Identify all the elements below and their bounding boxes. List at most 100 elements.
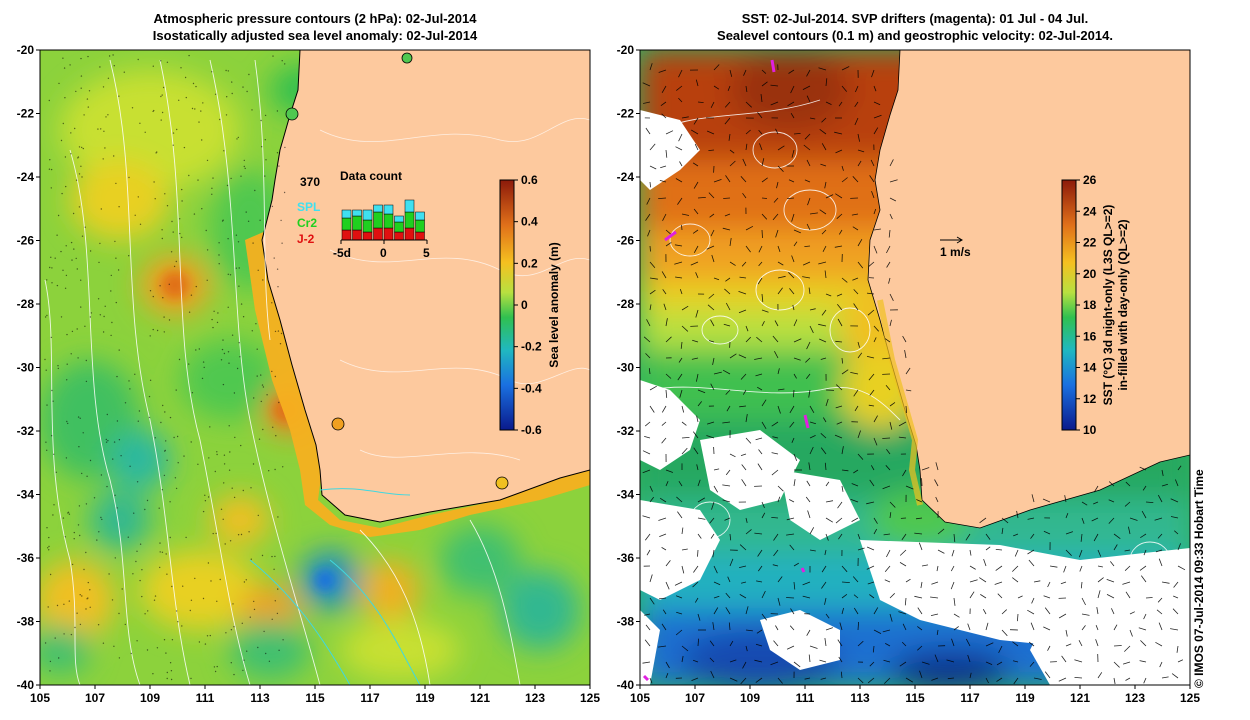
inset-bar [383,204,394,215]
right-ytick-label: -26 [617,234,635,248]
right-xtick-label: 105 [630,691,650,705]
right-ytick-label: -30 [617,361,635,375]
right-title-line1: SST: 02-Jul-2014. SVP drifters (magenta)… [741,11,1089,26]
inset-bar [341,229,352,241]
right-title: SST: 02-Jul-2014. SVP drifters (magenta)… [640,10,1190,44]
right-colorbar: 26 24 22 20 18 16 14 12 10 SST (°C) 3d night-onl… [1061,173,1130,437]
inset-bar [415,211,425,221]
right-colorbar-tick: 26 [1083,173,1097,187]
inset-title: Data count [340,169,402,183]
imos-credit: © IMOS 07-Jul-2014 09:33 Hobart Time [1192,469,1206,688]
inset-xtick-5: 5 [423,246,430,260]
right-colorbar-tick: 16 [1083,329,1097,343]
left-xtick-label: 121 [470,691,490,705]
left-ytick-label: -20 [17,43,35,57]
right-xtick-label: 125 [1180,691,1200,705]
velocity-scale: 1 m/s [940,236,971,259]
inset-bar [341,217,352,231]
left-ytick-label: -22 [17,107,35,121]
right-axes: 105 107 109 111 113 115 117 119 121 123 125 -20 -22 -… [617,43,1201,705]
left-ytick-label: -32 [17,424,35,438]
right-xtick-label: 111 [796,691,815,705]
left-ytick-label: -24 [17,170,35,184]
left-xtick-label: 107 [85,691,105,705]
left-ytick-label: -30 [17,361,35,375]
inset-legend-j2: J-2 [297,232,315,246]
left-colorbar-tick: 0.2 [521,256,538,270]
inset-bar [383,213,394,229]
left-ytick-label: -38 [17,615,35,629]
inset-bar [362,209,373,221]
inset-xtick-0: 0 [380,246,387,260]
left-xtick-label: 125 [580,691,600,705]
left-xtick-label: 123 [525,691,545,705]
right-xtick-label: 121 [1070,691,1090,705]
right-xtick-label: 119 [1015,691,1035,705]
right-colorbar-label-line1: SST (°C) 3d night-only (L3S QL>=2) [1101,205,1115,406]
right-colorbar-tick: 12 [1083,392,1097,406]
right-colorbar-tick: 20 [1083,267,1097,281]
left-colorbar-tick: -0.4 [521,381,542,395]
inset-bar [373,227,383,241]
left-ytick-label: -28 [17,297,35,311]
left-title-line1: Atmospheric pressure contours (2 hPa): 0… [153,11,477,26]
left-xtick-label: 109 [140,691,160,705]
inset-bar [373,204,383,213]
right-ytick-label: -28 [617,297,635,311]
velocity-scale-label: 1 m/s [940,245,971,259]
data-count-inset: 370 Data count SPL Cr2 J-2 -5d 0 5 [297,169,430,260]
right-colorbar-tick: 24 [1083,204,1097,218]
right-ytick-label: -20 [617,43,635,57]
right-ytick-label: -36 [617,551,635,565]
left-ytick-label: -36 [17,551,35,565]
right-ytick-label: -24 [617,170,635,184]
left-colorbar-tick: 0 [521,298,528,312]
right-ytick-label: -22 [617,107,635,121]
left-colorbar-tick: -0.2 [521,340,542,354]
inset-bar [415,231,425,241]
inset-bar [341,209,352,219]
svp-drifters [642,59,810,682]
inset-bar [373,211,383,229]
inset-bar [394,221,404,233]
inset-bar [362,231,373,241]
left-ytick-label: -26 [17,234,35,248]
inset-bar [415,219,425,233]
left-ytick-label: -34 [17,488,35,502]
left-map [40,50,590,685]
right-ytick-label: -32 [617,424,635,438]
inset-legend-spl: SPL [297,200,320,214]
left-axes: 105 107 109 111 113 115 117 119 121 123 125 -20 -22 -… [17,43,601,705]
inset-bar [394,215,404,223]
right-colorbar-tick: 10 [1083,423,1097,437]
inset-bar [404,227,415,241]
left-colorbar-tick: -0.6 [521,423,542,437]
left-colorbar-label: Sea level anomaly (m) [547,242,561,367]
inset-bar [383,227,394,241]
inset-bar [352,209,362,217]
left-xtick-label: 111 [196,691,215,705]
right-colorbar-tick: 18 [1083,298,1097,312]
right-xtick-label: 113 [850,691,870,705]
right-title-line2: Sealevel contours (0.1 m) and geostrophi… [717,28,1113,43]
inset-bar [394,231,404,241]
right-xtick-label: 117 [960,691,980,705]
left-xtick-label: 115 [305,691,325,705]
inset-xtick-m5: -5d [333,246,351,260]
inset-bar [352,229,362,241]
inset-bar [362,219,373,233]
right-ytick-label: -38 [617,615,635,629]
left-title-line2: Isostatically adjusted sea level anomaly… [152,28,478,43]
right-map [640,50,1190,685]
right-colorbar-tick: 22 [1083,236,1097,250]
left-colorbar-tick: 0.6 [521,173,538,187]
left-title: Atmospheric pressure contours (2 hPa): 0… [40,10,590,44]
left-xtick-label: 113 [250,691,270,705]
inset-bar [404,199,415,213]
left-colorbar-tick: 0.4 [521,215,538,229]
inset-legend-cr2: Cr2 [297,216,317,230]
left-xtick-label: 119 [415,691,435,705]
right-xtick-label: 123 [1125,691,1145,705]
inset-bar [352,215,362,231]
